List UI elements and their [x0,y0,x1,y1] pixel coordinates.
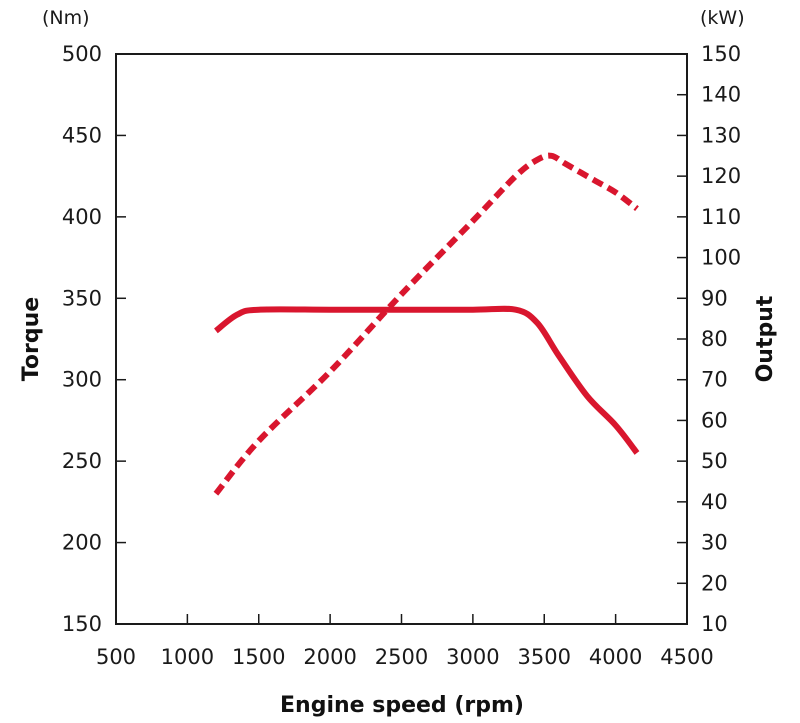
left-tick-label: 150 [62,612,102,636]
right-tick-label: 70 [701,368,728,392]
series-layer [213,152,640,496]
right-tick-label: 90 [701,286,728,310]
left-tick-label: 450 [62,123,102,147]
left-tick-label: 200 [62,531,102,555]
left-tick-label: 500 [62,42,102,66]
right-axis-title: Output [753,295,778,382]
left-tick-label: 350 [62,286,102,310]
right-tick-label: 80 [701,327,728,351]
right-tick-label: 150 [701,42,741,66]
torque-series-line [214,305,640,455]
left-axis-ticks: 150 200 250 300 350 400 450 500 [62,42,126,636]
x-axis-ticks: 500 1000 1500 2000 2500 3000 3500 4000 4500 [96,614,714,669]
left-tick-label: 250 [62,449,102,473]
x-tick-label: 3500 [518,645,571,669]
right-tick-label: 10 [701,612,728,636]
right-tick-label: 20 [701,571,728,595]
output-series-line [213,152,639,496]
x-tick-label: 2000 [303,645,356,669]
right-tick-label: 130 [701,123,741,147]
right-tick-label: 30 [701,531,728,555]
right-tick-label: 100 [701,246,741,270]
x-axis-title: Engine speed (rpm) [280,693,524,718]
right-unit-label: (kW) [700,7,745,29]
x-tick-label: 1000 [161,645,214,669]
right-tick-label: 60 [701,408,728,432]
x-tick-label: 3000 [446,645,499,669]
plot-frame [115,53,688,625]
x-tick-label: 4500 [660,645,713,669]
x-tick-label: 2500 [375,645,428,669]
left-tick-label: 300 [62,368,102,392]
left-tick-label: 400 [62,205,102,229]
right-tick-label: 140 [701,83,741,107]
right-axis-ticks: 10 20 30 40 50 60 70 80 90 100 110 120 130 140 150 [677,42,741,636]
x-tick-label: 4000 [589,645,642,669]
right-tick-label: 120 [701,164,741,188]
left-axis-title: Torque [19,297,44,381]
right-tick-label: 40 [701,490,728,514]
x-tick-label: 1500 [232,645,285,669]
right-tick-label: 50 [701,449,728,473]
x-tick-label: 500 [96,645,136,669]
right-tick-label: 110 [701,205,741,229]
left-unit-label: (Nm) [42,7,90,29]
